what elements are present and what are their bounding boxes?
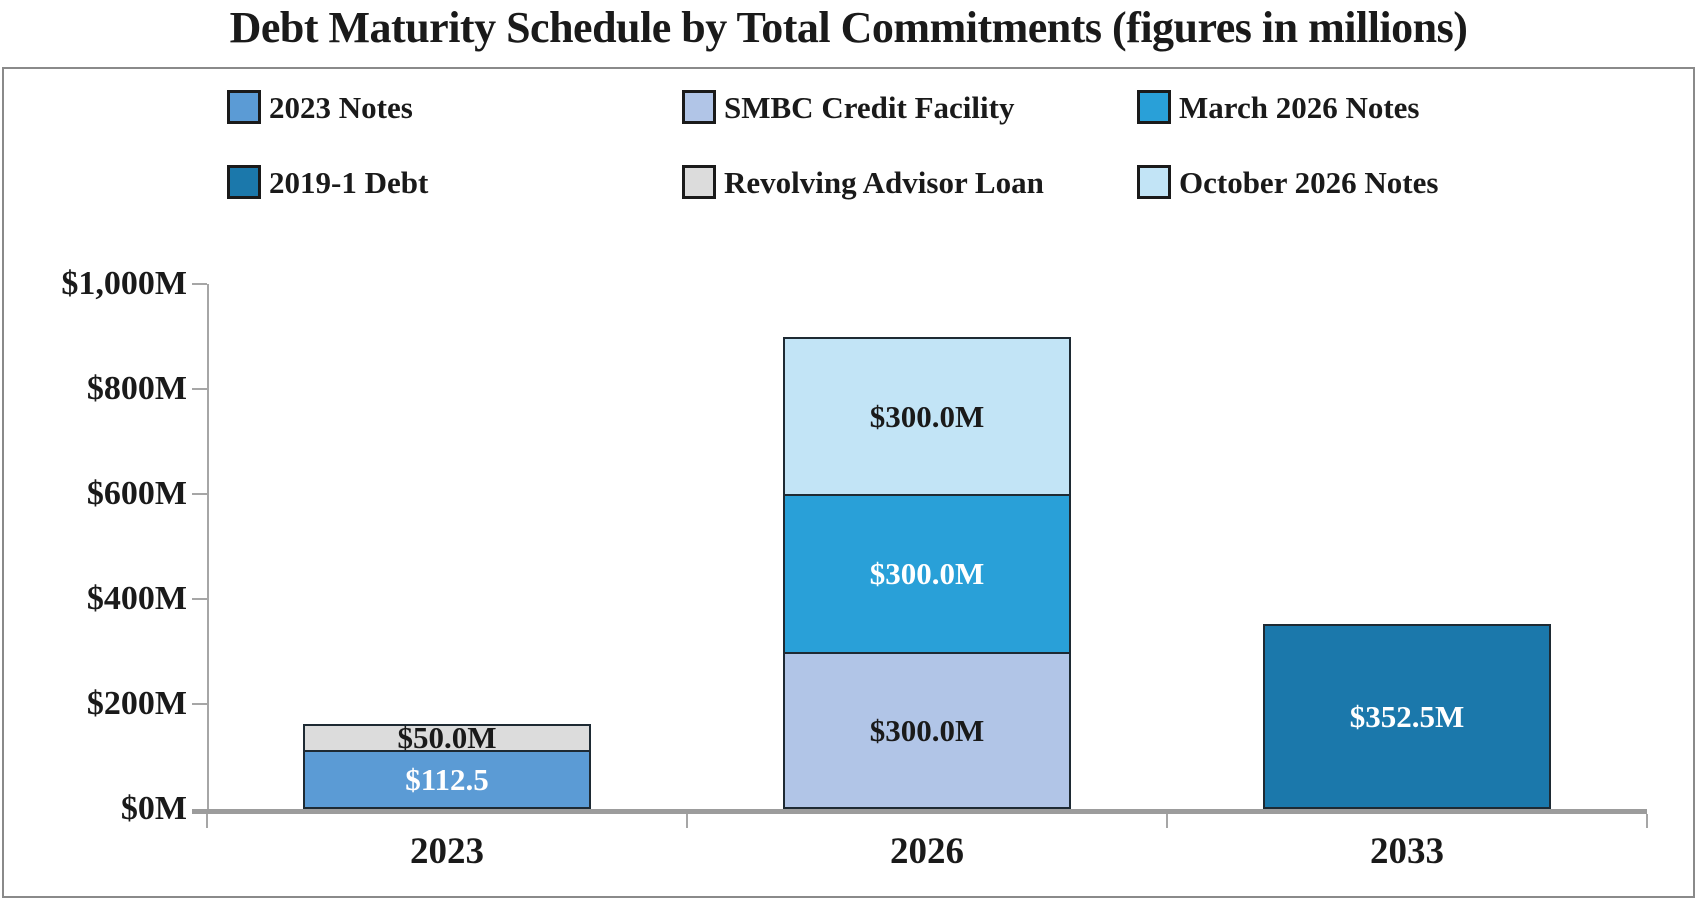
x-axis-category-label: 2026 — [890, 831, 964, 872]
legend-label: 2023 Notes — [269, 89, 413, 125]
bar-segment-smbc-credit-facility: $300.0M — [783, 651, 1071, 809]
legend-label: SMBC Credit Facility — [724, 89, 1015, 125]
legend-item-october-2026-notes: October 2026 Notes — [1137, 162, 1438, 202]
bar-segment-value-label: $300.0M — [869, 712, 985, 748]
bar-segment-2019-1-debt: $352.5M — [1263, 623, 1551, 809]
bar-segment-value-label: $50.0M — [397, 720, 497, 756]
legend-label: March 2026 Notes — [1179, 89, 1420, 125]
legend-swatch-icon — [1137, 165, 1171, 199]
legend-label: 2019-1 Debt — [269, 164, 429, 200]
x-axis-tick — [1166, 814, 1168, 828]
bar-2033: $352.5M — [1263, 69, 1551, 809]
legend-label: Revolving Advisor Loan — [724, 164, 1044, 200]
bar-segment-revolving-advisor-loan: $50.0M — [303, 720, 591, 756]
y-axis-tick — [192, 493, 207, 495]
legend-swatch-icon — [227, 165, 261, 199]
bar-2026: $300.0M $300.0M $300.0M — [783, 69, 1071, 809]
y-axis-line — [207, 284, 209, 809]
y-axis-tick-label: $400M — [86, 580, 187, 617]
bar-segment-march-2026-notes: $300.0M — [783, 494, 1071, 654]
x-axis-category-label: 2033 — [1370, 831, 1444, 872]
y-axis-tick — [192, 598, 207, 600]
bar-segment-value-label: $300.0M — [869, 556, 985, 592]
x-axis-tick — [686, 814, 688, 828]
bar-segment-october-2026-notes: $300.0M — [783, 336, 1071, 496]
x-axis-category-label: 2023 — [410, 831, 484, 872]
x-axis-line — [192, 809, 1647, 814]
legend-label: October 2026 Notes — [1179, 164, 1439, 200]
y-axis-tick-label: $800M — [86, 370, 187, 407]
legend-item-march-2026-notes: March 2026 Notes — [1137, 87, 1420, 127]
y-axis-tick-label: $1,000M — [61, 265, 187, 302]
bar-segment-2023-notes: $112.5 — [303, 749, 591, 809]
chart-title: Debt Maturity Schedule by Total Commitme… — [229, 3, 1468, 52]
y-axis-tick — [192, 388, 207, 390]
bar-segment-value-label: $112.5 — [405, 761, 489, 797]
legend-swatch-icon — [227, 90, 261, 124]
y-axis-tick — [192, 703, 207, 705]
x-axis-tick — [206, 814, 208, 828]
bar-segment-value-label: $352.5M — [1349, 698, 1465, 734]
legend-swatch-icon — [682, 165, 716, 199]
legend-item-revolving-advisor-loan: Revolving Advisor Loan — [682, 162, 1044, 202]
y-axis-tick — [192, 283, 207, 285]
x-axis-tick — [1646, 814, 1648, 828]
legend-item-smbc-credit-facility: SMBC Credit Facility — [682, 87, 1014, 127]
chart-box: 2023 Notes SMBC Credit Facility March 2026… — [2, 67, 1695, 898]
y-axis-tick-label: $200M — [86, 685, 187, 722]
y-axis-tick-label: $0M — [120, 790, 187, 827]
legend-swatch-icon — [682, 90, 716, 124]
bar-segment-value-label: $300.0M — [869, 398, 985, 434]
legend-swatch-icon — [1137, 90, 1171, 124]
legend-item-2023-notes: 2023 Notes — [227, 87, 413, 127]
bar-2023: $112.5 $50.0M — [303, 69, 591, 809]
legend-item-2019-1-debt: 2019-1 Debt — [227, 162, 428, 202]
y-axis-tick-label: $600M — [86, 475, 187, 512]
